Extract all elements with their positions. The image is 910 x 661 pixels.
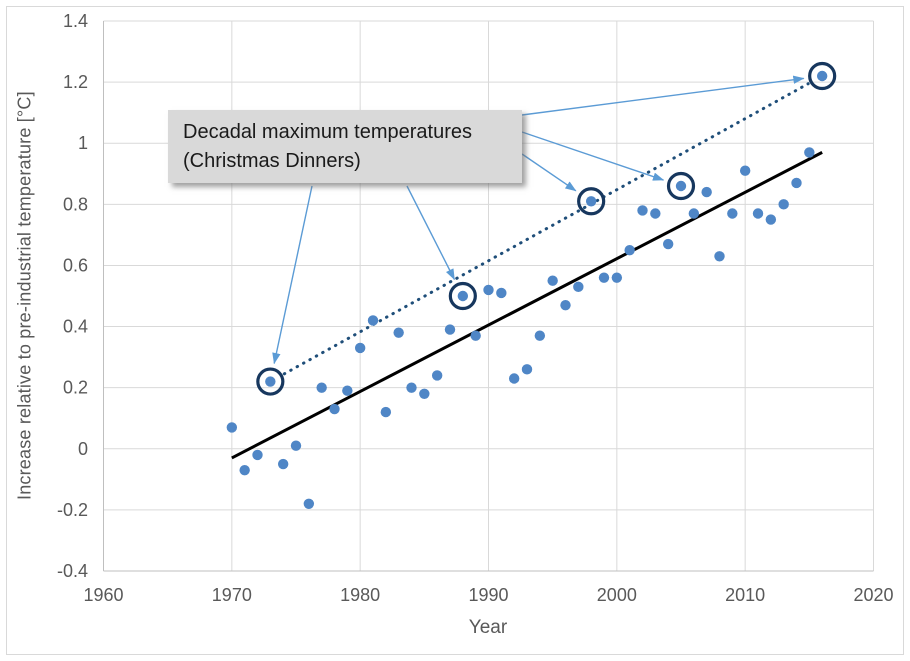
data-point	[457, 290, 469, 302]
chart-border	[6, 6, 904, 655]
y-tick-label: 0.2	[63, 378, 88, 398]
data-point	[508, 373, 520, 384]
data-point	[816, 70, 828, 82]
y-axis-title: Increase relative to pre-industrial temp…	[14, 91, 35, 501]
data-point	[380, 406, 392, 418]
y-tick-label: 1	[78, 133, 88, 153]
decadal-max-ring	[808, 61, 837, 91]
data-point	[406, 382, 417, 393]
data-point	[701, 186, 712, 198]
data-point	[675, 180, 687, 192]
x-tick-label: 1980	[340, 585, 380, 605]
y-tick-label: 0.8	[63, 194, 88, 214]
y-tick-label: 0.6	[63, 255, 88, 275]
data-point	[496, 287, 507, 299]
data-point	[265, 376, 276, 387]
x-tick-label: 2010	[725, 585, 765, 605]
data-point	[419, 388, 430, 399]
y-tick-label: 0	[78, 439, 88, 459]
annotation-arrow	[521, 75, 805, 116]
annotation-arrow	[272, 185, 313, 365]
data-point	[611, 272, 623, 283]
data-point	[765, 214, 777, 225]
data-point	[739, 165, 751, 176]
y-tick-label: -0.4	[57, 561, 88, 581]
data-point	[303, 498, 315, 509]
x-tick-label: 1960	[83, 585, 123, 605]
data-point	[367, 315, 379, 326]
annotation-line-1: Decadal maximum temperatures	[183, 121, 472, 143]
data-point	[688, 208, 700, 219]
x-tick-label: 1970	[212, 585, 252, 605]
data-point	[791, 177, 802, 189]
data-point	[393, 327, 404, 338]
annotation-arrow	[406, 185, 456, 281]
data-point	[573, 281, 584, 293]
y-tick-label: 1.4	[63, 11, 88, 31]
data-point	[778, 199, 789, 210]
data-point	[444, 324, 456, 335]
data-point	[752, 208, 764, 219]
data-point	[624, 244, 635, 256]
data-point	[290, 440, 302, 451]
data-point	[637, 205, 648, 216]
data-point	[521, 364, 533, 375]
decadal-max-ring	[577, 187, 606, 216]
y-tick-label: 0.4	[63, 317, 88, 337]
data-point	[226, 422, 238, 433]
decadal-maxima-trend-dotted-line	[282, 82, 810, 376]
data-point	[342, 385, 353, 396]
data-point	[431, 370, 443, 381]
data-point	[470, 330, 481, 341]
overall-trend-solid-line	[231, 151, 823, 460]
decadal-max-ring	[666, 171, 696, 201]
x-axis-title: Year	[468, 617, 508, 638]
x-tick-label: 2020	[853, 585, 893, 605]
data-point	[483, 284, 494, 296]
data-point	[714, 251, 725, 262]
data-point	[316, 382, 327, 393]
data-point	[354, 342, 366, 354]
data-point	[277, 458, 289, 470]
data-point	[662, 238, 674, 250]
decadal-max-ring	[256, 367, 285, 396]
data-point	[534, 330, 546, 341]
y-tick-label: -0.2	[57, 500, 88, 520]
data-point	[650, 208, 661, 219]
annotation-arrow	[521, 131, 665, 181]
x-tick-label: 2000	[597, 585, 637, 605]
annotation-arrow	[521, 153, 577, 192]
annotation-box: Decadal maximum temperatures (Christmas …	[168, 110, 522, 183]
decadal-max-ring	[448, 281, 477, 311]
y-tick-label: 1.2	[63, 72, 88, 92]
data-point	[598, 272, 610, 283]
data-point	[804, 147, 815, 158]
x-tick-label: 1990	[468, 585, 508, 605]
annotation-line-2: (Christmas Dinners)	[183, 150, 361, 172]
data-point	[560, 299, 571, 311]
data-point	[239, 464, 250, 476]
data-point	[252, 449, 263, 461]
data-point	[585, 196, 597, 207]
data-point	[547, 275, 558, 286]
data-point	[329, 403, 340, 415]
data-point	[727, 208, 738, 219]
